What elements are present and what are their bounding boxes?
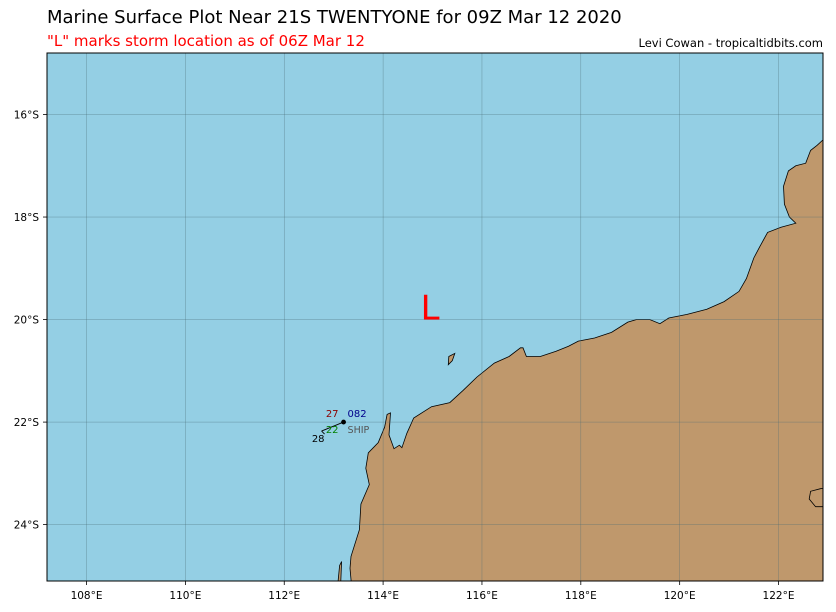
lat-tick-label: 24°S [14,520,40,532]
ship-temperature: 27 [326,409,339,420]
ship-wind-barb-flag [321,430,325,435]
page-title: Marine Surface Plot Near 21S TWENTYONE f… [47,7,622,28]
lon-tick-label: 114°E [367,590,399,602]
storm-location-subtitle: "L" marks storm location as of 06Z Mar 1… [47,32,365,50]
ship-pressure: 082 [348,409,367,420]
lat-tick-label: 16°S [14,110,40,122]
ship-station-dot [341,419,346,425]
author-credit: Levi Cowan - tropicaltidbits.com [638,36,824,50]
land-layer [337,139,823,581]
mainland-australia [349,139,823,581]
lon-tick-label: 116°E [466,590,498,602]
lat-tick-label: 22°S [14,417,40,429]
barrow-island [447,352,456,366]
lon-tick-label: 122°E [763,590,795,602]
lat-tick-label: 18°S [14,212,40,224]
inland-coast-patch [808,487,823,508]
dirk-hartog-island [337,561,342,581]
map-frame [46,52,824,582]
lon-tick-label: 112°E [268,590,300,602]
lat-tick-label: 20°S [14,315,40,327]
ship-dewpoint: 22 [326,425,339,436]
ship-sea-temperature: 28 [312,434,325,445]
lon-tick-label: 108°E [71,590,103,602]
lon-tick-label: 118°E [565,590,597,602]
ship-wind-barb [321,421,344,432]
lon-tick-label: 120°E [664,590,696,602]
map-plot-area: 108°E 110°E 112°E 114°E 116°E 118°E 120°E 122°E… [14,52,824,602]
ship-id: SHIP [348,425,370,436]
lon-tick-label: 110°E [169,590,201,602]
storm-location-marker: L [421,289,440,329]
